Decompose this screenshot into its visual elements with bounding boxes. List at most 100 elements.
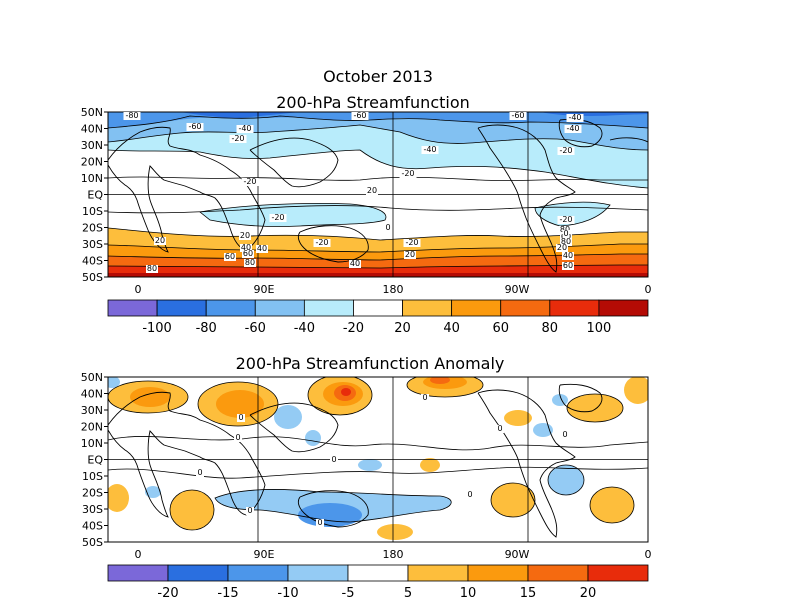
- p2-lat-label: 30N: [81, 404, 103, 417]
- colorbar-label: -20: [343, 321, 364, 336]
- colorbar-label: 40: [443, 321, 460, 336]
- contour-label: 40: [241, 243, 251, 252]
- panel1-contour-labels: -80-60 -40-20-60-40-40-20-60 -40-20-2020-2…: [123, 111, 584, 273]
- contour-label-bg: [496, 425, 504, 433]
- contour-label: -20: [271, 213, 284, 222]
- p1-lon-label: 0: [135, 283, 142, 296]
- contour-label: 0: [385, 223, 390, 232]
- contour-label-bg: [366, 187, 378, 195]
- contour-label-bg: [241, 178, 259, 186]
- colorbar-label: 20: [394, 321, 411, 336]
- contour-label: -20: [559, 146, 572, 155]
- contour-label: -60: [188, 122, 201, 131]
- contour-label-bg: [384, 224, 392, 232]
- contour-label: -40: [238, 124, 251, 133]
- contour-label-bg: [196, 469, 204, 477]
- colorbar-swatch: [303, 299, 354, 317]
- contour-label: -80: [125, 111, 138, 120]
- contour-label-bg: [349, 260, 361, 268]
- contour-label: 60: [243, 249, 253, 258]
- colorbar-label: -10: [277, 586, 298, 600]
- contour-label-bg: [146, 265, 158, 273]
- colorbar-swatch: [407, 564, 469, 582]
- colorbar-swatch: [347, 564, 409, 582]
- contour-label: 0: [497, 424, 502, 433]
- contour-label: 0: [197, 468, 202, 477]
- p2-lat-label: 20N: [81, 421, 103, 434]
- contour-label-bg: [186, 123, 204, 131]
- colorbar-swatch: [353, 299, 403, 317]
- contour-label-bg: [562, 262, 574, 270]
- p1-lon-label: 180: [383, 283, 404, 296]
- contour-label-bg: [256, 245, 268, 253]
- colorbar-label: 60: [492, 321, 509, 336]
- contour-label-bg: [509, 112, 527, 120]
- p1-lat-label: 50N: [81, 106, 103, 119]
- p2-lat-label: 10S: [82, 470, 103, 483]
- contour-label-bg: [234, 434, 242, 442]
- contour-label-bg: [562, 230, 570, 238]
- p1-lat-label: 20N: [81, 156, 103, 169]
- p1-fill-lt100-north: [180, 112, 648, 118]
- contour-label: 60: [225, 252, 235, 261]
- p1-lat-label: 10N: [81, 172, 103, 185]
- contour-label-bg: [421, 394, 429, 402]
- contour-label: 20: [405, 250, 415, 259]
- colorbar-label: 15: [520, 586, 537, 600]
- p2-lon-label: 0: [135, 548, 142, 561]
- p2-lon-label: 90E: [254, 548, 275, 561]
- colorbar-label: -100: [142, 321, 172, 336]
- contour-label: -20: [231, 134, 244, 143]
- contour-label: 0: [562, 430, 567, 439]
- p1-lat-label: 40S: [82, 255, 103, 268]
- contour-label-bg: [330, 456, 338, 464]
- p2-coastlines: [108, 383, 603, 538]
- contour-label: 40: [350, 259, 360, 268]
- contour-label: 0: [247, 506, 252, 515]
- panel2-lat-labels: 50N 40N 30N 20N 10N EQ 10S 20S 30S 40S 50S: [81, 371, 108, 549]
- p2-lat-label: EQ: [87, 454, 103, 467]
- contour-label-bg: [404, 251, 416, 259]
- colorbar-1: -100 -80 -60 -40 -20 20 40 60 80 100: [107, 299, 649, 336]
- contour-label: 0: [235, 433, 240, 442]
- p2-lon-label: 90W: [505, 548, 530, 561]
- colorbar-swatch: [451, 299, 502, 317]
- figure-title-month: October 2013: [323, 67, 433, 86]
- contour-label: -40: [423, 145, 436, 154]
- contour-label-bg: [351, 112, 369, 120]
- contour-label: 0: [238, 413, 243, 422]
- p2-lat-label: 50S: [82, 536, 103, 549]
- contour-label: 80: [245, 258, 255, 267]
- colorbar-swatch: [549, 299, 600, 317]
- colorbar-swatch: [500, 299, 551, 317]
- p2-lat-label: 20S: [82, 487, 103, 500]
- p2-lat-label: 40N: [81, 388, 103, 401]
- contour-label-bg: [560, 238, 572, 246]
- contour-label: -20: [559, 215, 572, 224]
- p1-lon-label: 90W: [505, 283, 530, 296]
- colorbar-label: -80: [196, 321, 217, 336]
- colorbar-label: 100: [586, 321, 611, 336]
- contour-label: 0: [317, 518, 322, 527]
- contour-label-bg: [561, 431, 569, 439]
- p2-lat-label: 30S: [82, 503, 103, 516]
- p1-lon-label: 0: [645, 283, 652, 296]
- colorbar-swatch: [402, 299, 453, 317]
- colorbar-swatch: [287, 564, 349, 582]
- colorbar-swatch: [598, 299, 649, 317]
- contour-label: -20: [401, 169, 414, 178]
- p1-lat-label: 30N: [81, 139, 103, 152]
- colorbar-label: -15: [217, 586, 238, 600]
- contour-label: 0: [422, 393, 427, 402]
- contour-label: -20: [405, 238, 418, 247]
- colorbar-label: -40: [294, 321, 315, 336]
- colorbar-label: 20: [580, 586, 597, 600]
- colorbar-swatch: [527, 564, 589, 582]
- colorbar-label: 5: [404, 586, 412, 600]
- contour-label: 0: [467, 490, 472, 499]
- contour-label: -40: [568, 113, 581, 122]
- contour-label: 20: [557, 243, 567, 252]
- colorbar-label: 80: [542, 321, 559, 336]
- p1-lon-label: 90E: [254, 283, 275, 296]
- p1-lat-label: EQ: [87, 189, 103, 202]
